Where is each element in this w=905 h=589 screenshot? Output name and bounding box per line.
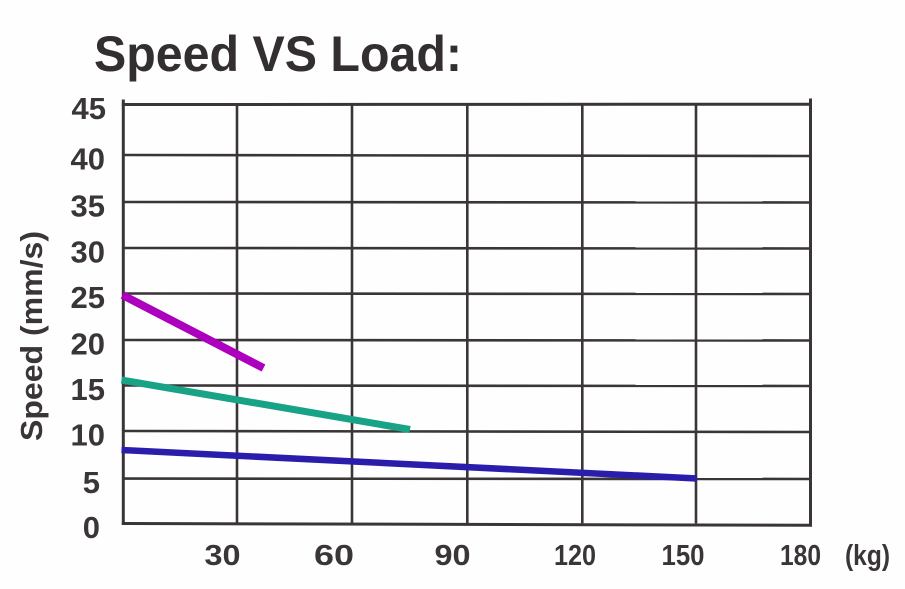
svg-text:(kg): (kg)	[845, 540, 890, 572]
svg-text:150: 150	[662, 540, 705, 572]
svg-text:45: 45	[72, 91, 106, 126]
svg-text:30: 30	[205, 540, 241, 572]
svg-text:180: 180	[780, 540, 821, 572]
svg-text:Speed VS Load:: Speed VS Load:	[94, 26, 462, 82]
svg-text:90: 90	[435, 540, 471, 572]
svg-text:0: 0	[83, 510, 100, 545]
svg-text:60: 60	[314, 540, 354, 572]
svg-text:15: 15	[71, 372, 105, 407]
svg-text:10: 10	[71, 418, 105, 453]
svg-text:25: 25	[71, 280, 105, 315]
svg-text:35: 35	[71, 189, 105, 224]
svg-text:120: 120	[554, 540, 596, 572]
svg-text:Speed (mm/s): Speed (mm/s)	[14, 231, 49, 441]
svg-text:40: 40	[71, 142, 105, 177]
svg-text:5: 5	[83, 465, 100, 500]
svg-text:30: 30	[71, 235, 105, 270]
svg-text:20: 20	[71, 327, 105, 362]
